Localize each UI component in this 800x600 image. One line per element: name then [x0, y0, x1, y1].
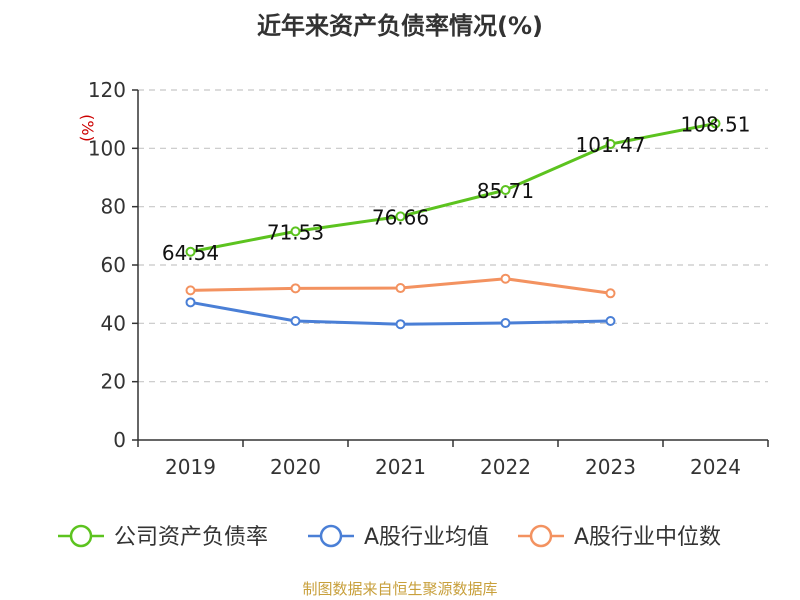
axes: 0 20 40 60 80 100 120 2019 2020 2021 2022 2023 2024 [88, 78, 769, 479]
data-label: 64.54 [162, 241, 219, 265]
chart-title: 近年来资产负债率情况(%) [257, 12, 543, 40]
data-point-marker[interactable] [500, 273, 511, 284]
data-point-marker[interactable] [185, 246, 196, 257]
x-axis-tick-label: 2021 [375, 455, 426, 479]
data-point-marker[interactable] [395, 211, 406, 222]
data-point-marker[interactable] [500, 318, 511, 329]
data-label: 108.51 [681, 113, 751, 137]
legend[interactable]: 公司资产负债率 A股行业均值 A股行业中位数 [58, 524, 721, 550]
data-point-marker[interactable] [605, 139, 616, 150]
y-axis-tick-label: 100 [88, 136, 126, 160]
data-label: 76.66 [372, 205, 429, 229]
data-point-marker[interactable] [395, 319, 406, 330]
series-1 [185, 297, 616, 330]
y-axis-tick-label: 120 [88, 78, 126, 102]
legend-item-2[interactable]: A股行业中位数 [518, 524, 721, 550]
legend-circle-icon [529, 524, 553, 548]
data-point-marker[interactable] [710, 118, 721, 129]
y-axis-tick-label: 80 [101, 195, 126, 219]
x-axis-tick-label: 2022 [480, 455, 531, 479]
x-axis-tick-label: 2019 [165, 455, 216, 479]
grid-lines [138, 89, 768, 383]
data-label: 85.71 [477, 179, 534, 203]
data-point-marker[interactable] [605, 288, 616, 299]
x-axis-tick-label: 2024 [690, 455, 741, 479]
legend-item-0[interactable]: 公司资产负债率 [58, 524, 268, 550]
y-axis-tick-label: 40 [101, 311, 126, 335]
y-axis-tick-label: 60 [101, 253, 126, 277]
legend-item-1[interactable]: A股行业均值 [308, 524, 489, 550]
series-0: 64.54 71.53 76.66 85.71 101.47 108.51 [162, 113, 751, 265]
source-note: 制图数据来自恒生聚源数据库 [302, 580, 497, 598]
data-point-marker[interactable] [290, 226, 301, 237]
y-axis-tick-label: 0 [113, 428, 126, 452]
legend-label: A股行业均值 [364, 525, 489, 550]
y-axis-tick-label: 20 [101, 370, 126, 394]
legend-circle-icon [69, 524, 93, 548]
series-line [189, 122, 717, 254]
data-point-marker[interactable] [185, 297, 196, 308]
data-point-marker[interactable] [500, 185, 511, 196]
legend-circle-icon [319, 524, 343, 548]
series-group: 64.54 71.53 76.66 85.71 101.47 108.51 [162, 113, 751, 330]
data-point-marker[interactable] [290, 283, 301, 294]
data-point-marker[interactable] [395, 283, 406, 294]
x-axis-tick-label: 2020 [270, 455, 321, 479]
legend-label: 公司资产负债率 [114, 525, 268, 550]
y-axis-unit-label: (%) [78, 114, 97, 142]
legend-label: A股行业中位数 [574, 525, 721, 550]
data-label: 101.47 [576, 133, 646, 157]
data-label: 71.53 [267, 220, 324, 244]
data-point-marker[interactable] [290, 316, 301, 326]
data-point-marker[interactable] [185, 285, 196, 296]
data-point-marker[interactable] [605, 316, 616, 326]
x-axis-tick-label: 2023 [585, 455, 636, 479]
series-2 [185, 273, 616, 299]
